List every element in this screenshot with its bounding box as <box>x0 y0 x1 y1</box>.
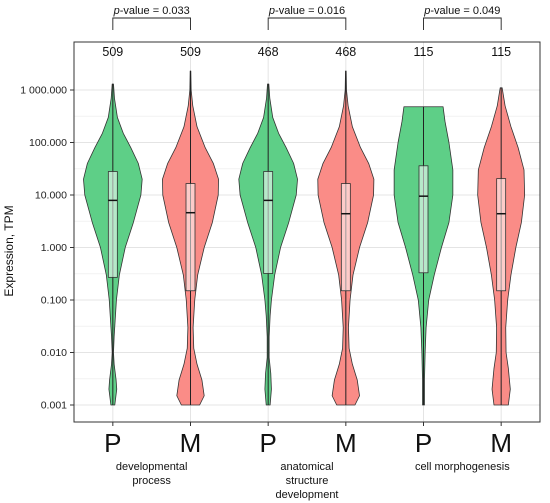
iqr-box <box>496 178 507 292</box>
iqr-box <box>418 165 429 274</box>
y-tick-label: 0.100 <box>41 295 67 307</box>
iqr-box <box>340 183 351 292</box>
group-label-line: developmental <box>116 461 188 473</box>
grid-layer <box>74 42 540 422</box>
y-tick-label: 1.000 <box>41 242 67 254</box>
sample-count: 468 <box>335 45 356 59</box>
p-value-prefix: p <box>423 5 430 17</box>
group-label-line: cell morphogenesis <box>415 461 510 473</box>
significance-bracket <box>423 17 502 30</box>
x-tick-label: P <box>104 428 121 458</box>
x-tick-label: M <box>490 428 512 458</box>
sample-count: 509 <box>180 45 201 59</box>
x-tick-label: M <box>180 428 202 458</box>
significance-bracket <box>112 17 191 30</box>
p-value-prefix: p <box>268 5 275 17</box>
group-label-line: development <box>276 489 339 501</box>
y-tick-label: 10.000 <box>35 190 67 202</box>
sample-count: 115 <box>491 45 511 59</box>
axis-layer: 0.001 0.010 0.100 1.000 10.000 100.000 1 000.0… <box>20 85 512 459</box>
sample-count: 115 <box>414 45 434 59</box>
p-value-text: -value = 0.049 <box>430 5 500 17</box>
p-value-prefix: p <box>113 5 120 17</box>
x-tick-label: P <box>259 428 276 458</box>
p-value-label: p-value = 0.033 <box>113 5 190 17</box>
y-tick-label: 0.001 <box>41 400 67 412</box>
y-tick-label: 1 000.000 <box>20 85 67 97</box>
iqr-box <box>185 183 196 292</box>
x-tick-label: P <box>415 428 432 458</box>
x-tick-label: M <box>335 428 357 458</box>
p-value-label: p-value = 0.049 <box>423 5 500 17</box>
iqr-box <box>107 171 118 278</box>
iqr-box <box>263 171 274 274</box>
sample-count: 509 <box>102 45 123 59</box>
violin-layer <box>83 70 526 406</box>
p-value-text: -value = 0.033 <box>120 5 190 17</box>
group-label-line: structure <box>286 475 329 487</box>
y-axis-label: Expression, TPM <box>2 205 16 296</box>
panel-border <box>73 41 541 423</box>
p-value-text: -value = 0.016 <box>275 5 345 17</box>
p-value-label: p-value = 0.016 <box>268 5 345 17</box>
group-label-line: anatomical <box>280 461 333 473</box>
significance-bracket <box>267 17 347 30</box>
group-label-line: process <box>132 475 171 487</box>
y-tick-label: 100.000 <box>29 137 67 149</box>
sample-count: 468 <box>258 45 279 59</box>
y-tick-label: 0.010 <box>41 347 67 359</box>
